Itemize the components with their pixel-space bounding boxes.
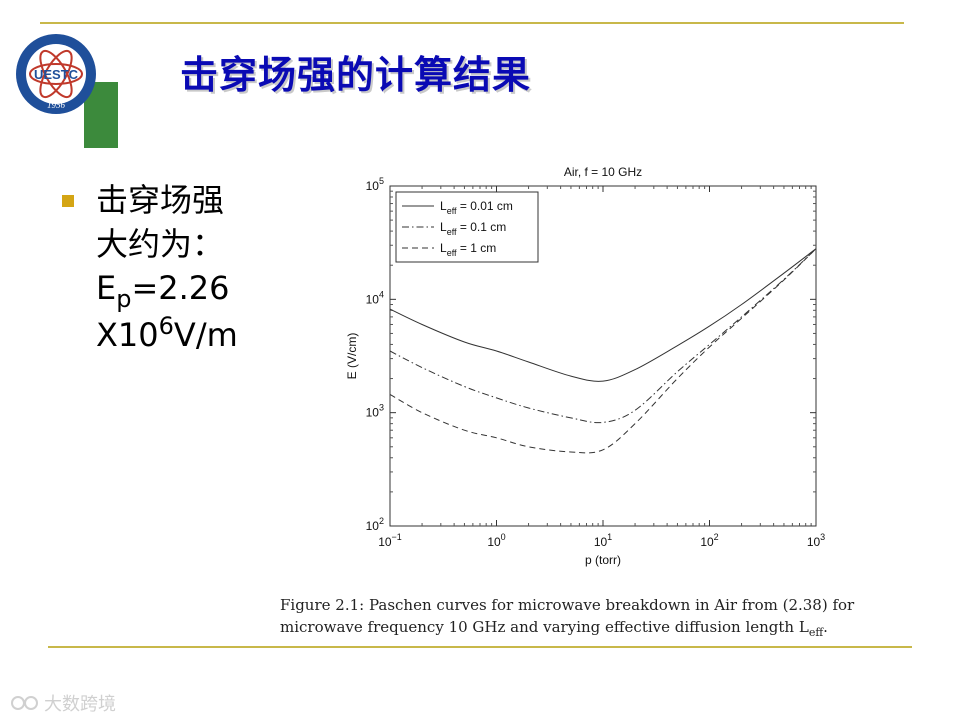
top-accent-line (40, 22, 904, 24)
exp-superscript: 6 (158, 312, 174, 340)
x-tick-label: 103 (807, 532, 825, 549)
series-line-2 (389, 248, 817, 424)
bullet-marker (62, 195, 74, 207)
exp-unit: V/m (173, 316, 238, 354)
slide-title: 击穿场强的计算结果 (180, 52, 532, 97)
caption-line-2-sub: eff (808, 626, 824, 639)
exp-prefix: X10 (96, 316, 159, 354)
caption-line-2-end: . (823, 618, 828, 636)
logo-year: 1956 (47, 100, 66, 110)
figure-caption: Figure 2.1: Paschen curves for microwave… (280, 594, 920, 644)
watermark-logo-icon (11, 696, 38, 710)
x-tick-label: 100 (487, 532, 505, 549)
caption-line-2-text: microwave frequency 10 GHz and varying e… (280, 618, 809, 636)
caption-line-1: Figure 2.1: Paschen curves for microwave… (280, 596, 855, 614)
university-logo: UESTC 1956 (14, 32, 118, 148)
bullet-line-1: 击穿场强 (96, 181, 225, 219)
legend-label-3: Leff = 1 cm (440, 241, 496, 258)
watermark: 大数跨境 (10, 690, 116, 715)
y-tick-label: 105 (366, 176, 384, 193)
logo-emblem-icon: UESTC 1956 (16, 34, 96, 114)
x-tick-label: 101 (594, 532, 612, 549)
y-tick-label: 102 (366, 516, 384, 533)
ep-subscript: p (116, 285, 132, 313)
x-tick-label: 10−1 (378, 532, 402, 549)
series-line-1 (389, 248, 817, 382)
y-axis-label: E (V/cm) (345, 333, 359, 380)
y-tick-label: 103 (366, 403, 384, 420)
bottom-accent-line (48, 646, 912, 648)
paschen-chart: Air, f = 10 GHz 10−1 100 101 102 103 102 103 104… (345, 165, 825, 567)
logo-text: UESTC (34, 67, 79, 82)
x-axis-label: p (torr) (585, 553, 621, 567)
ep-value: =2.26 (131, 269, 230, 307)
bullet-line-2: 大约为： (96, 225, 225, 263)
x-tick-label: 102 (700, 532, 718, 549)
caption-line-2: microwave frequency 10 GHz and varying e… (280, 616, 920, 644)
chart-title: Air, f = 10 GHz (564, 165, 642, 179)
ep-base: E (96, 269, 117, 307)
bullet-text: 击穿场强 大约为： Ep=2.26 X106V/m (96, 178, 336, 360)
legend-label-1: Leff = 0.01 cm (440, 199, 513, 216)
y-tick-label: 104 (366, 289, 384, 306)
legend-label-2: Leff = 0.1 cm (440, 220, 506, 237)
series-line-3 (389, 248, 817, 454)
bullet-line-3: Ep=2.26 (96, 266, 336, 313)
bullet-line-4: X106V/m (96, 312, 336, 360)
watermark-text: 大数跨境 (44, 694, 116, 715)
